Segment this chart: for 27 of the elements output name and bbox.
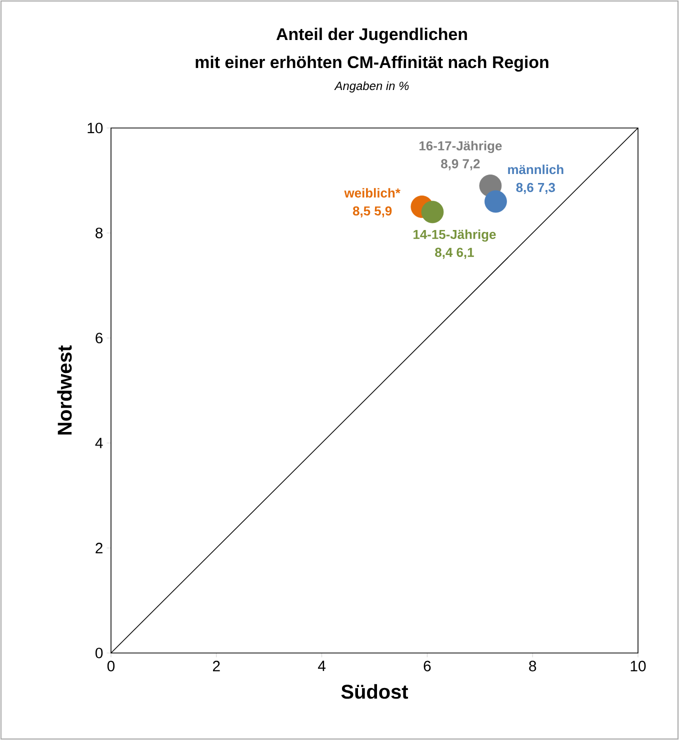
x-tick-label: 10 (630, 660, 646, 672)
series-label: 14-15-Jährige (414, 230, 496, 242)
x-tick-label: 8 (529, 660, 536, 672)
y-tick-label: 4 (95, 438, 103, 448)
y-axis-title: Nordwest (57, 345, 72, 435)
point (484, 190, 507, 213)
x-tick-label: 0 (107, 660, 115, 672)
x-axis-title: Südost (341, 684, 408, 699)
y-tick-label: 0 (95, 648, 103, 658)
x-tick-label: 2 (212, 660, 220, 672)
y-tick-label: 10 (88, 122, 103, 134)
y-tick-label: 2 (96, 542, 102, 554)
x-tick-label: 4 (318, 660, 326, 672)
data-label: 8,5 5,9 (352, 206, 392, 218)
x-tick-label: 6 (424, 660, 431, 672)
data-label: 8,4 6,1 (435, 248, 474, 259)
text: Angaben in % (334, 81, 409, 92)
data-label: 8,6 7,3 (516, 182, 555, 194)
series-label: weiblich* (344, 188, 400, 198)
y-tick-label: 6 (96, 332, 103, 344)
series-label: männlich (508, 164, 564, 174)
data-label: 8,9 7,2 (441, 159, 480, 170)
chart-subtitle: mit einer erhöhten CM-Affinität nach Region (196, 56, 548, 72)
chart-title: Anteil der Jugendlichen (276, 28, 467, 44)
point (421, 200, 444, 224)
series-label: 16-17-Jährige (420, 140, 502, 154)
y-tick-label: 8 (96, 228, 103, 238)
